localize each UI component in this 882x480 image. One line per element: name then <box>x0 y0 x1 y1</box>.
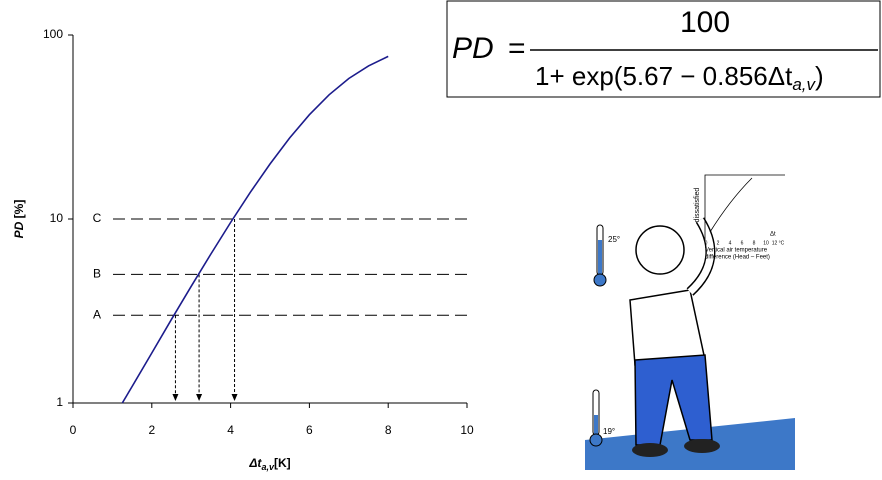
formula-box <box>446 0 881 98</box>
inset-xlabel: Δt <box>770 232 776 238</box>
formula-lhs: PD <box>452 32 494 65</box>
thermometer-high-bulb <box>593 273 607 287</box>
arrow-head <box>231 394 238 401</box>
inset-x-tick-label: 6 <box>741 240 744 246</box>
y-tick-label: 10 <box>50 211 64 225</box>
shoe-right <box>684 439 720 453</box>
x-tick-label: 10 <box>460 423 474 437</box>
y-axis-label: PD [%] <box>12 200 26 239</box>
x-axis-label: Δta,v[K] <box>248 456 290 472</box>
formula-denominator-sub: a,v <box>792 75 816 94</box>
thermometer-low-fill <box>594 415 598 435</box>
data-line <box>121 55 389 404</box>
inset-x-tick-label: 0 <box>705 240 708 246</box>
arrow-head <box>172 394 179 401</box>
reference-label: C <box>93 211 102 225</box>
inset-x-tick-label: 8 <box>753 240 756 246</box>
inset-axes <box>704 174 785 240</box>
x-axis-symbol: Δt <box>248 456 262 470</box>
formula-denominator: 1+ exp(5.67 − 0.856Δta,v) <box>535 61 824 95</box>
y-axis-symbol: PD <box>12 221 26 238</box>
inset-curve <box>709 177 753 233</box>
thermometer-high-fill <box>598 240 602 275</box>
temp-low: 19° <box>603 427 615 436</box>
formula-denominator-prefix: 1+ exp(5.67 − 0.856Δt <box>535 61 793 91</box>
arm-inner <box>687 218 714 295</box>
shirt <box>629 289 706 366</box>
reference-label: A <box>93 307 101 321</box>
x-axis-unit: [K] <box>274 456 291 470</box>
shoe-left <box>632 443 668 457</box>
head <box>635 225 685 275</box>
x-tick-label: 4 <box>227 423 234 437</box>
x-axis-subscript: a,v <box>261 462 275 472</box>
x-tick-label: 2 <box>148 423 155 437</box>
illustration <box>585 174 795 470</box>
temp-high: 25° <box>608 235 620 244</box>
x-tick-label: 8 <box>385 423 392 437</box>
x-tick-label: 0 <box>70 423 77 437</box>
y-axis-unit: [%] <box>12 200 26 219</box>
arrow-head <box>196 394 203 401</box>
inset-x-tick-label: 2 <box>717 240 720 246</box>
x-tick-label: 6 <box>306 423 313 437</box>
y-tick-label: 100 <box>43 27 63 41</box>
inset-caption: Vertical air temperature <box>705 248 768 254</box>
inset-ylabel: dissatisfied <box>694 188 701 223</box>
thermometer-low-bulb <box>589 433 603 447</box>
inset-x-tick-label: 10 <box>763 240 769 246</box>
reference-label: B <box>93 267 101 281</box>
formula-denominator-suffix: ) <box>815 61 824 91</box>
inset-x-tick-label: 12 °C <box>772 240 785 246</box>
y-tick-label: 1 <box>56 395 63 409</box>
inset-x-tick-label: 4 <box>729 240 732 246</box>
formula-eq: = <box>508 32 526 65</box>
formula-numerator: 100 <box>680 6 730 39</box>
inset-caption: difference (Head – Feet) <box>705 255 770 261</box>
